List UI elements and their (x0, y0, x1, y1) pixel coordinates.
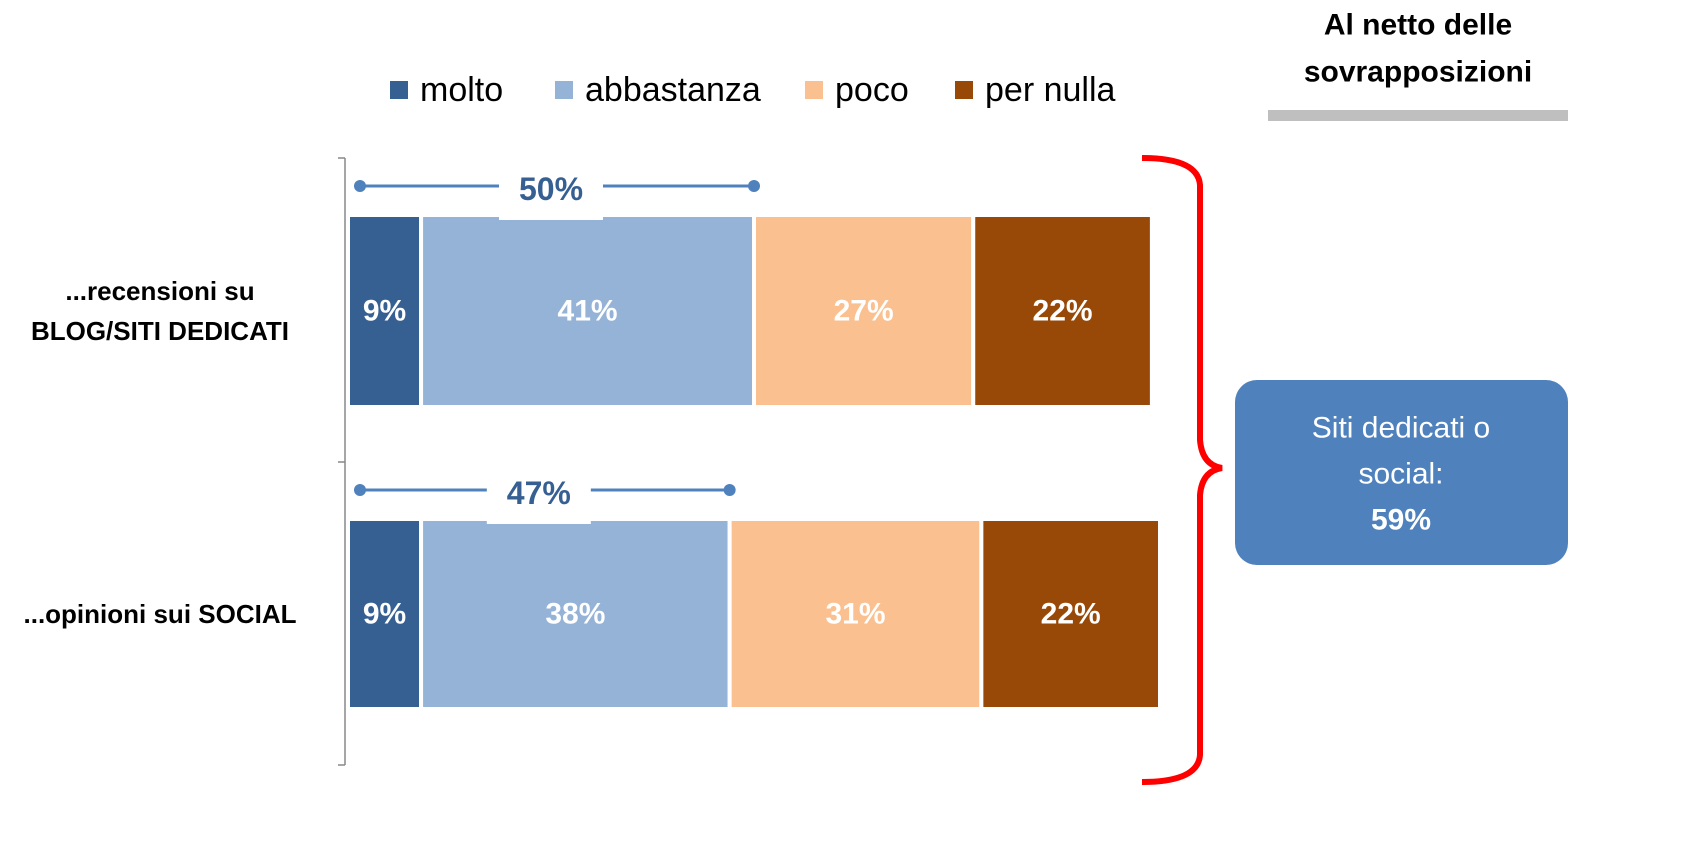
subtotal-dot (748, 180, 760, 192)
legend-label: molto (420, 71, 503, 109)
bar-segment (979, 517, 1162, 711)
header: sovrapposizioni (1304, 56, 1532, 89)
value-label: 38% (545, 598, 605, 631)
brace (1141, 155, 1223, 785)
value-label: 41% (558, 295, 618, 328)
legend-label: abbastanza (585, 71, 761, 109)
header: Al netto delle (1324, 9, 1512, 42)
value-label: 9% (363, 295, 406, 328)
legend-swatch (555, 81, 573, 99)
legend-swatch (955, 81, 973, 99)
axis-bracket (338, 157, 346, 766)
value-label: 9% (363, 598, 406, 631)
value-label: 31% (825, 598, 885, 631)
subtotal-box (486, 468, 591, 524)
value-label: 27% (834, 295, 894, 328)
bar-segment (727, 517, 984, 711)
bar-segment (346, 517, 424, 711)
value-label: 22% (1033, 295, 1093, 328)
header-rule (1268, 110, 1568, 121)
value-label: 22% (1041, 598, 1101, 631)
bar-segment (752, 213, 976, 409)
category-label: ...recensioni su BLOG/SITI DEDICATI (30, 276, 290, 346)
bar-segment (971, 213, 1154, 409)
callout-value: 59% (1371, 504, 1431, 537)
subtotal-label: 47% (507, 475, 571, 511)
legend-swatch (390, 81, 408, 99)
subtotal-dot (723, 484, 736, 496)
subtotal-dot (354, 484, 366, 496)
callout-text: Siti dedicati o (1312, 412, 1490, 445)
category-label: ...opinioni sui SOCIAL (23, 599, 297, 629)
legend-swatch (805, 81, 823, 99)
bar-segment (419, 517, 732, 711)
legend-label: per nulla (985, 71, 1116, 109)
callout-box (1235, 380, 1568, 565)
subtotal-label: 50% (519, 171, 583, 207)
bar-segment (419, 213, 756, 409)
subtotal-dot (354, 180, 366, 192)
subtotal-box (499, 164, 603, 220)
legend-label: poco (835, 71, 909, 109)
callout-text: social: (1358, 458, 1443, 491)
